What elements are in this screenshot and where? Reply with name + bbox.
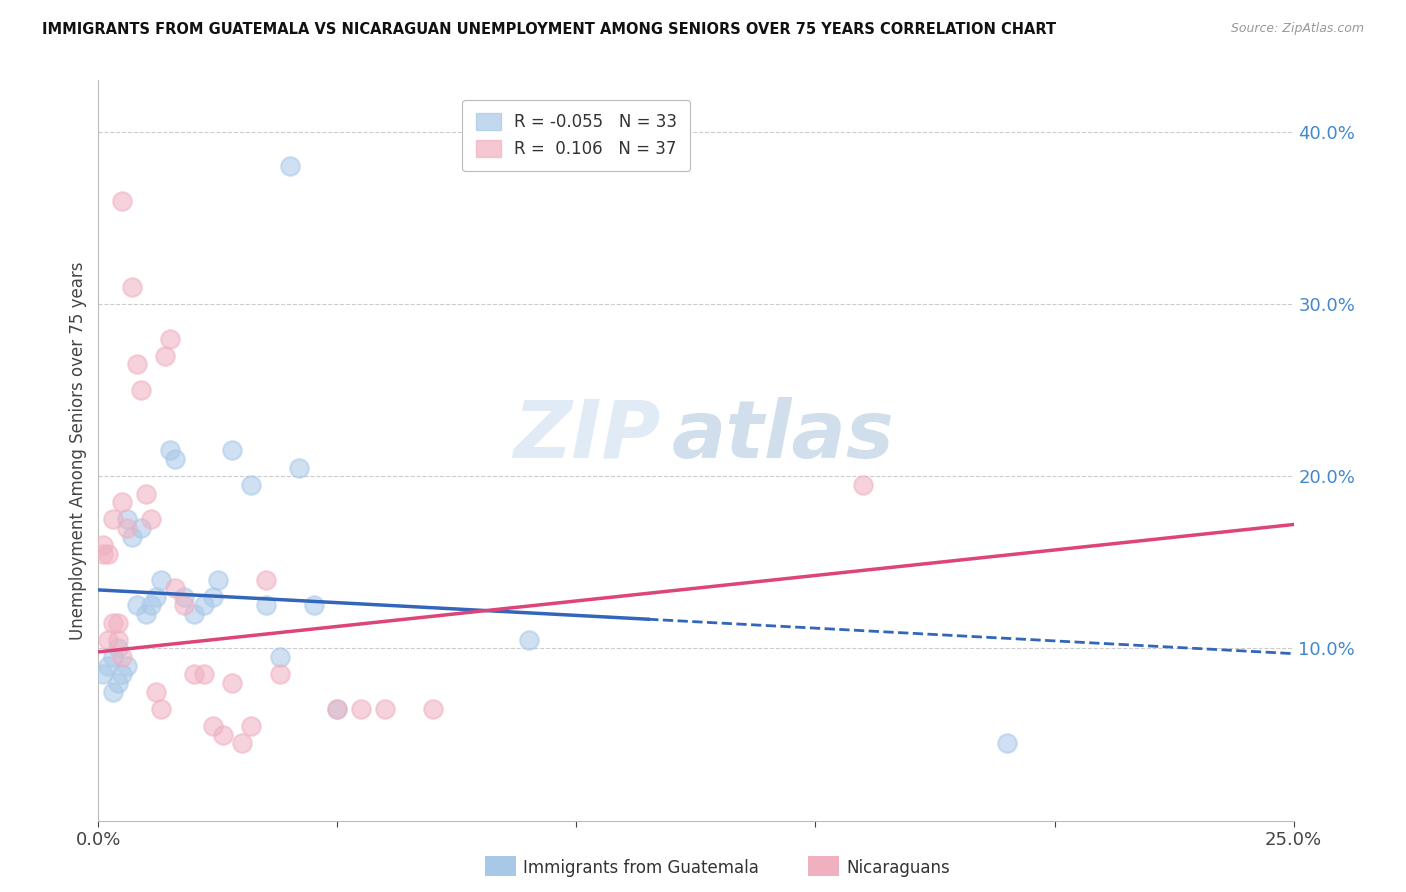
Point xyxy=(422,702,444,716)
Point xyxy=(183,607,205,621)
Point xyxy=(91,538,114,552)
Point xyxy=(155,349,177,363)
Point xyxy=(221,443,243,458)
Point xyxy=(852,478,875,492)
Point xyxy=(111,667,134,681)
Point xyxy=(159,443,181,458)
Point xyxy=(173,590,195,604)
Point xyxy=(111,495,134,509)
Point xyxy=(202,590,225,604)
Point xyxy=(163,581,186,595)
Point xyxy=(131,383,153,397)
Point xyxy=(145,590,167,604)
Point xyxy=(240,719,263,733)
Point xyxy=(159,332,181,346)
Point xyxy=(115,521,138,535)
Text: atlas: atlas xyxy=(672,397,894,475)
Point xyxy=(107,641,129,656)
Point xyxy=(91,667,114,681)
Point xyxy=(101,615,124,630)
Text: Nicaraguans: Nicaraguans xyxy=(846,859,950,877)
Point xyxy=(149,573,172,587)
Text: Immigrants from Guatemala: Immigrants from Guatemala xyxy=(523,859,759,877)
Point xyxy=(121,530,143,544)
Point xyxy=(135,607,157,621)
Point xyxy=(107,632,129,647)
Point xyxy=(91,547,114,561)
Point xyxy=(995,736,1018,750)
Point xyxy=(254,599,277,613)
Point xyxy=(139,599,162,613)
Point xyxy=(149,702,172,716)
Point xyxy=(125,599,148,613)
Point xyxy=(374,702,396,716)
Point xyxy=(326,702,349,716)
Point xyxy=(97,632,120,647)
Point xyxy=(302,599,325,613)
Point xyxy=(107,676,129,690)
Point xyxy=(135,486,157,500)
Point xyxy=(163,452,186,467)
Point xyxy=(101,512,124,526)
Text: IMMIGRANTS FROM GUATEMALA VS NICARAGUAN UNEMPLOYMENT AMONG SENIORS OVER 75 YEARS: IMMIGRANTS FROM GUATEMALA VS NICARAGUAN … xyxy=(42,22,1056,37)
Point xyxy=(269,650,291,665)
Point xyxy=(193,667,215,681)
Point xyxy=(121,280,143,294)
Point xyxy=(173,599,195,613)
Point xyxy=(517,632,540,647)
Point xyxy=(125,357,148,371)
Point xyxy=(193,599,215,613)
Legend: R = -0.055   N = 33, R =  0.106   N = 37: R = -0.055 N = 33, R = 0.106 N = 37 xyxy=(463,100,690,171)
Point xyxy=(207,573,229,587)
Point xyxy=(350,702,373,716)
Text: Source: ZipAtlas.com: Source: ZipAtlas.com xyxy=(1230,22,1364,36)
Point xyxy=(97,658,120,673)
Point xyxy=(145,684,167,698)
Point xyxy=(202,719,225,733)
Point xyxy=(97,547,120,561)
Y-axis label: Unemployment Among Seniors over 75 years: Unemployment Among Seniors over 75 years xyxy=(69,261,87,640)
Point xyxy=(131,521,153,535)
Point xyxy=(254,573,277,587)
Point xyxy=(101,684,124,698)
Point xyxy=(101,650,124,665)
Point xyxy=(107,615,129,630)
Point xyxy=(115,512,138,526)
Point xyxy=(211,727,233,741)
Point xyxy=(240,478,263,492)
Text: ZIP: ZIP xyxy=(513,397,661,475)
Point xyxy=(231,736,253,750)
Point xyxy=(288,460,311,475)
Point xyxy=(111,650,134,665)
Point xyxy=(221,676,243,690)
Point xyxy=(111,194,134,208)
Point xyxy=(278,160,301,174)
Point xyxy=(115,658,138,673)
Point xyxy=(183,667,205,681)
Point xyxy=(326,702,349,716)
Point xyxy=(269,667,291,681)
Point xyxy=(139,512,162,526)
